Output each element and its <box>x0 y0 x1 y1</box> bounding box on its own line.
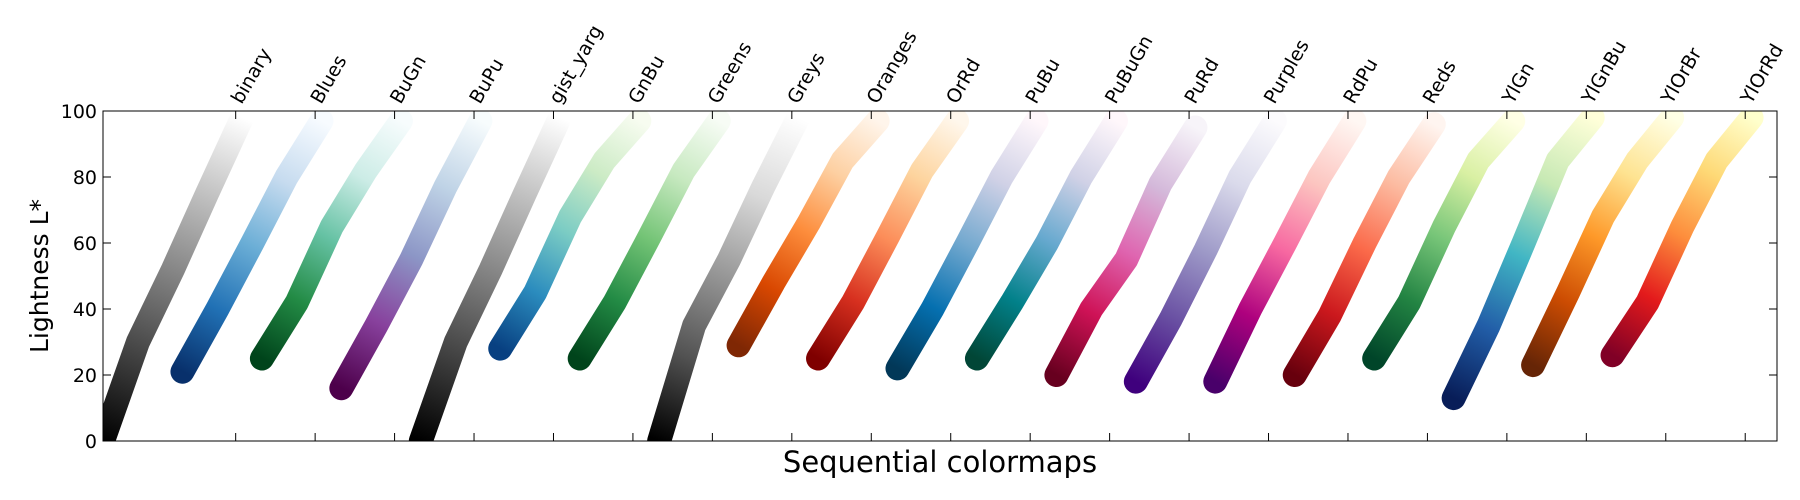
y-tick-label: 80 <box>73 167 97 189</box>
y-tick-label: 60 <box>73 233 97 255</box>
colormap-curve <box>964 111 1128 371</box>
x-tick-label: YlGn <box>1498 59 1539 109</box>
colormap-curve <box>885 111 1049 381</box>
x-tick-label: PuRd <box>1180 55 1223 108</box>
x-axis-label: Sequential colormaps <box>783 445 1097 479</box>
colormap-curve <box>1203 111 1367 394</box>
colormap-curve <box>806 111 970 371</box>
x-tick-label: RdPu <box>1339 55 1382 108</box>
y-axis-label: Lightness L* <box>25 199 54 353</box>
colormap-curve <box>726 111 890 358</box>
colormap-curve <box>1282 112 1446 387</box>
x-tick-label: Oranges <box>863 27 922 107</box>
y-tick-label: 100 <box>61 101 97 123</box>
x-tick-label: Reds <box>1419 57 1461 108</box>
colormap-curve <box>1600 111 1764 368</box>
colormap-curve <box>170 111 334 384</box>
y-tick-label: 0 <box>85 431 97 453</box>
x-tick-label: GnBu <box>624 52 669 108</box>
axes-frame <box>102 110 1778 442</box>
x-tick-label: Greens <box>704 38 757 107</box>
x-tick-label: Greys <box>783 49 830 108</box>
colormap-curve <box>567 111 731 371</box>
x-tick-label: BuGn <box>386 52 431 108</box>
x-tick-label: Blues <box>306 52 351 108</box>
colormap-curve <box>647 111 811 441</box>
y-tick-label: 20 <box>73 365 97 387</box>
colormap-curve <box>1044 115 1208 387</box>
colormap-curve <box>103 111 255 441</box>
curves <box>103 111 1764 441</box>
y-tick-label: 40 <box>73 299 97 321</box>
colormap-curve <box>1521 111 1685 378</box>
colormap-curve <box>1123 111 1287 394</box>
x-tick-label: binary <box>227 44 276 107</box>
x-tick-label: Purples <box>1260 36 1314 108</box>
colormap-curve <box>249 111 413 371</box>
x-tick-label: YlOrBr <box>1657 44 1707 108</box>
x-tick-label: PuBu <box>1021 55 1064 108</box>
colormap-curve <box>408 111 572 441</box>
x-tick-label: OrRd <box>942 55 985 108</box>
x-tick-label: YlGnBu <box>1577 37 1631 108</box>
colormap-curve <box>1441 111 1605 411</box>
x-tick-label: BuPu <box>465 55 508 108</box>
x-tick-label: gist_yarg <box>545 21 607 107</box>
colormap-curve <box>329 111 493 401</box>
x-tick-label: PuBuGn <box>1101 32 1158 108</box>
colormap-curve <box>1362 111 1526 371</box>
x-tick-label: YlOrRd <box>1736 40 1788 108</box>
colormap-curve <box>488 111 652 361</box>
